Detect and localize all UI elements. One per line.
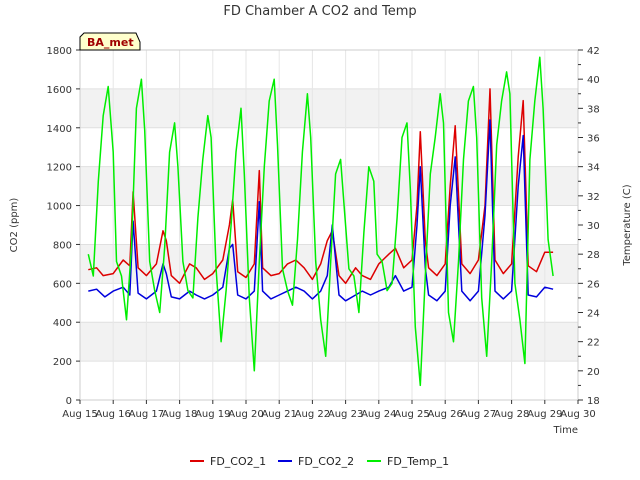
- y2-tick-label: 24: [587, 309, 600, 320]
- right-y-axis-ticks: 18 20 22 24 26 28 30 32 34 36 38 40 42: [578, 46, 600, 407]
- y2-tick-label: 28: [587, 250, 600, 261]
- y-axis-label: CO2 (ppm): [9, 198, 20, 253]
- y2-tick-label: 36: [587, 134, 600, 145]
- x-tick-label: Aug 20: [228, 409, 263, 420]
- x-tick-label: Aug 27: [461, 409, 496, 420]
- x-tick-label: Aug 22: [295, 409, 330, 420]
- x-axis-label: Time: [553, 425, 578, 436]
- y-tick-label: 1400: [47, 124, 72, 135]
- grid-band: [80, 322, 578, 362]
- x-tick-label: Aug 26: [427, 409, 462, 420]
- y2-tick-label: 26: [587, 279, 600, 290]
- x-tick-label: Aug 25: [394, 409, 429, 420]
- y2-tick-label: 32: [587, 192, 600, 203]
- x-tick-label: Aug 30: [560, 409, 595, 420]
- x-tick-label: Aug 21: [261, 409, 296, 420]
- y-tick-label: 200: [53, 357, 72, 368]
- chart-title: FD Chamber A CO2 and Temp: [223, 4, 416, 19]
- y2-tick-label: 42: [587, 46, 600, 57]
- y-tick-label: 0: [66, 396, 72, 407]
- site-badge-label: BA_met: [87, 36, 134, 49]
- x-tick-label: Aug 24: [361, 409, 396, 420]
- y2-tick-label: 18: [587, 396, 600, 407]
- x-tick-label: Aug 15: [62, 409, 97, 420]
- x-tick-label: Aug 16: [95, 409, 130, 420]
- x-tick-label: Aug 29: [527, 409, 562, 420]
- series-line-fd-co2-1: [88, 88, 554, 285]
- y2-tick-label: 22: [587, 338, 600, 349]
- site-badge-shape: [79, 32, 141, 51]
- x-tick-label: Aug 17: [129, 409, 164, 420]
- x-tick-label: Aug 19: [195, 409, 230, 420]
- y-tick-label: 1200: [47, 163, 72, 174]
- series-line-fd-temp-1: [87, 56, 554, 387]
- y2-axis-label: Temperature (C): [622, 184, 633, 266]
- legend-label: FD_CO2_2: [298, 455, 354, 468]
- y-tick-label: 800: [53, 240, 72, 251]
- legend: FD_CO2_1 FD_CO2_2 FD_Temp_1: [190, 455, 449, 468]
- y-tick-label: 1800: [47, 46, 72, 57]
- alternating-bands: [80, 88, 578, 362]
- grid-band: [80, 166, 578, 206]
- y-tick-label: 1000: [47, 202, 72, 213]
- y-tick-label: 600: [53, 279, 72, 290]
- y-tick-label: 400: [53, 318, 72, 329]
- y2-tick-label: 38: [587, 104, 600, 115]
- x-tick-label: Aug 28: [494, 409, 529, 420]
- grid-band: [80, 88, 578, 128]
- series-lines: [87, 56, 554, 387]
- legend-label: FD_CO2_1: [210, 455, 266, 468]
- site-badge: BA_met: [79, 32, 141, 51]
- x-tick-label: Aug 23: [328, 409, 363, 420]
- y2-tick-label: 34: [587, 163, 600, 174]
- y-tick-label: 1600: [47, 85, 72, 96]
- series-line-fd-co2-2: [88, 119, 554, 302]
- left-y-axis-ticks: 0 200 400 600 800 1000 1200 1400 1600 1800: [47, 46, 80, 407]
- x-tick-label: Aug 18: [162, 409, 197, 420]
- y2-tick-label: 40: [587, 75, 600, 86]
- legend-label: FD_Temp_1: [387, 455, 449, 468]
- y2-tick-label: 20: [587, 367, 600, 378]
- y2-tick-label: 30: [587, 221, 600, 232]
